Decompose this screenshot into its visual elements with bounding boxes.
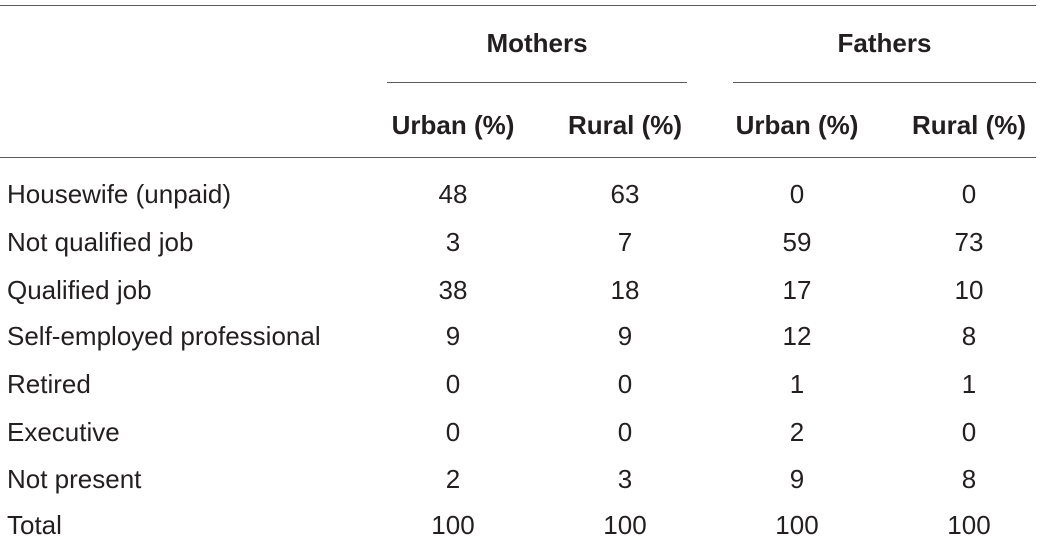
group-rule-fathers [733, 82, 1036, 83]
column-header-mothers-urban: Urban (%) [391, 110, 515, 140]
table-cell: 7 [617, 227, 633, 257]
row-label: Not qualified job [7, 227, 194, 257]
table-cell: 8 [961, 464, 977, 494]
table-cell: 1 [961, 369, 977, 399]
table-cell: 100 [603, 510, 647, 540]
table-cell: 100 [431, 510, 475, 540]
group-header-mothers: Mothers [486, 28, 588, 58]
table-cell: 18 [610, 275, 640, 305]
table-cell: 9 [617, 321, 633, 351]
table-cell: 59 [782, 227, 812, 257]
table-cell: 100 [947, 510, 991, 540]
column-header-fathers-rural: Rural (%) [911, 110, 1027, 140]
row-label: Qualified job [7, 275, 152, 305]
table-cell: 100 [775, 510, 819, 540]
table-cell: 0 [617, 369, 633, 399]
table-cell: 10 [954, 275, 984, 305]
table-cell: 0 [617, 417, 633, 447]
table-cell: 1 [789, 369, 805, 399]
table-cell: 38 [438, 275, 468, 305]
table-cell: 73 [954, 227, 984, 257]
row-label: Total [7, 510, 62, 540]
table-cell: 0 [445, 369, 461, 399]
row-label: Executive [7, 417, 120, 447]
table-cell: 2 [789, 417, 805, 447]
table-cell: 0 [961, 179, 977, 209]
table-cell: 17 [782, 275, 812, 305]
header-bottom-rule [0, 157, 1036, 158]
table-cell: 8 [961, 321, 977, 351]
table-cell: 3 [445, 227, 461, 257]
table-cell: 2 [445, 464, 461, 494]
table-cell: 9 [445, 321, 461, 351]
table-top-rule [0, 5, 1036, 6]
table-cell: 0 [789, 179, 805, 209]
row-label: Self-employed professional [7, 321, 321, 351]
table-cell: 9 [789, 464, 805, 494]
row-label: Housewife (unpaid) [7, 179, 232, 209]
group-rule-mothers [387, 82, 687, 83]
table-cell: 63 [610, 179, 640, 209]
table-cell: 0 [445, 417, 461, 447]
row-label: Not present [7, 464, 142, 494]
column-header-fathers-urban: Urban (%) [735, 110, 859, 140]
table-cell: 0 [961, 417, 977, 447]
row-label: Retired [7, 369, 91, 399]
table-cell: 3 [617, 464, 633, 494]
table-cell: 48 [438, 179, 468, 209]
group-header-fathers: Fathers [837, 28, 932, 58]
column-header-mothers-rural: Rural (%) [567, 110, 683, 140]
table-cell: 12 [782, 321, 812, 351]
